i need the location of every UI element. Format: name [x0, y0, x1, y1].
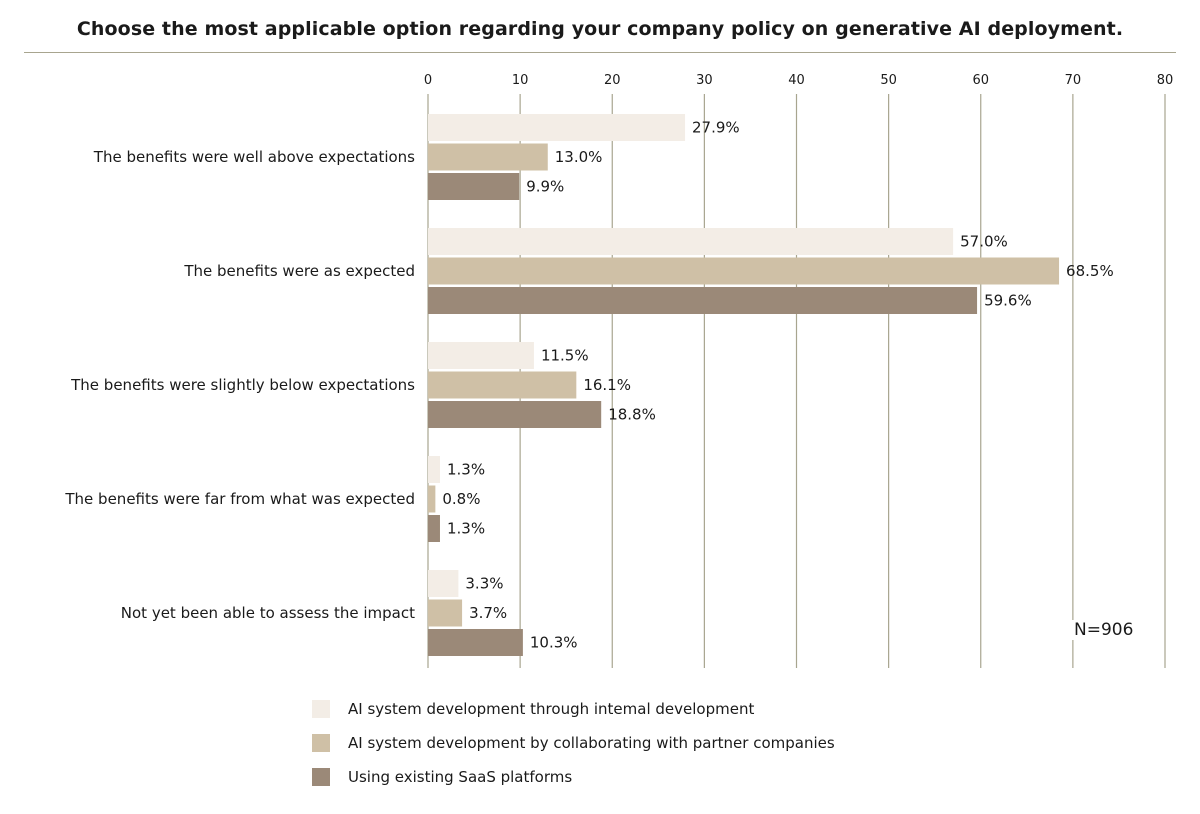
- x-tick-label-0: 0: [424, 73, 432, 88]
- x-tick-label-20: 20: [604, 73, 621, 88]
- value-label-partner-3: 16.1%: [583, 376, 631, 394]
- value-label-partner-2: 68.5%: [1066, 262, 1114, 280]
- legend-swatch-saas: [312, 768, 330, 786]
- legend: AI system development through intemal de…: [312, 700, 835, 802]
- value-label-internal-5: 3.3%: [465, 575, 503, 593]
- bar-partner-4: [428, 485, 436, 513]
- value-label-saas-5: 10.3%: [530, 634, 578, 652]
- bars: [428, 114, 1060, 656]
- value-label-saas-4: 1.3%: [447, 520, 485, 538]
- bar-partner-3: [428, 371, 577, 399]
- x-tick-label-50: 50: [880, 73, 897, 88]
- legend-label-internal: AI system development through intemal de…: [348, 700, 755, 718]
- legend-label-partner: AI system development by collaborating w…: [348, 734, 835, 752]
- bar-internal-3: [428, 342, 534, 369]
- value-label-internal-4: 1.3%: [447, 461, 485, 479]
- x-tick-label-30: 30: [696, 73, 713, 88]
- chart-title: Choose the most applicable option regard…: [76, 18, 1124, 40]
- value-label-saas-3: 18.8%: [608, 406, 656, 424]
- bar-partner-2: [428, 257, 1060, 285]
- value-label-internal-1: 27.9%: [692, 119, 740, 137]
- legend-swatch-internal: [312, 700, 330, 718]
- value-label-internal-2: 57.0%: [960, 233, 1008, 251]
- bar-partner-1: [428, 143, 548, 171]
- value-label-saas-1: 9.9%: [526, 178, 564, 196]
- value-label-saas-2: 59.6%: [984, 292, 1032, 310]
- category-label-5: Not yet been able to assess the impact: [121, 604, 415, 622]
- category-label-2: The benefits were as expected: [183, 262, 415, 280]
- bar-partner-5: [428, 599, 463, 627]
- category-label-1: The benefits were well above expectation…: [93, 148, 415, 166]
- legend-item-saas: Using existing SaaS platforms: [312, 768, 835, 786]
- x-tick-label-40: 40: [788, 73, 805, 88]
- x-tick-label-60: 60: [972, 73, 989, 88]
- bar-saas-4: [428, 515, 440, 542]
- bar-internal-1: [428, 114, 686, 141]
- value-label-partner-1: 13.0%: [555, 148, 603, 166]
- legend-swatch-partner: [312, 734, 330, 752]
- category-label-3: The benefits were slightly below expecta…: [70, 376, 415, 394]
- value-labels: 27.9% 13.0% 9.9% 57.0% 68.5% 59.6% 11.5% 16.1% 1…: [442, 119, 1113, 652]
- value-label-partner-5: 3.7%: [469, 604, 507, 622]
- title-divider: [24, 52, 1176, 53]
- value-label-internal-3: 11.5%: [541, 347, 589, 365]
- legend-item-internal: AI system development through intemal de…: [312, 700, 835, 718]
- bar-internal-5: [428, 570, 459, 597]
- bar-internal-2: [428, 228, 954, 255]
- legend-label-saas: Using existing SaaS platforms: [348, 768, 573, 786]
- bar-saas-5: [428, 629, 523, 656]
- x-tick-label-70: 70: [1065, 73, 1082, 88]
- x-axis-ticks: 0 10 20 30 40 50 60 70 80: [424, 73, 1173, 88]
- bar-saas-2: [428, 287, 978, 314]
- bar-saas-3: [428, 401, 602, 428]
- x-tick-label-10: 10: [512, 73, 529, 88]
- bar-internal-4: [428, 456, 440, 483]
- legend-item-partner: AI system development by collaborating w…: [312, 734, 835, 752]
- x-tick-label-80: 80: [1157, 73, 1174, 88]
- category-label-4: The benefits were far from what was expe…: [64, 490, 415, 508]
- category-labels: The benefits were well above expectation…: [64, 148, 415, 622]
- sample-size-annotation: N=906: [1072, 620, 1136, 640]
- bar-saas-1: [428, 173, 520, 200]
- value-label-partner-4: 0.8%: [442, 490, 480, 508]
